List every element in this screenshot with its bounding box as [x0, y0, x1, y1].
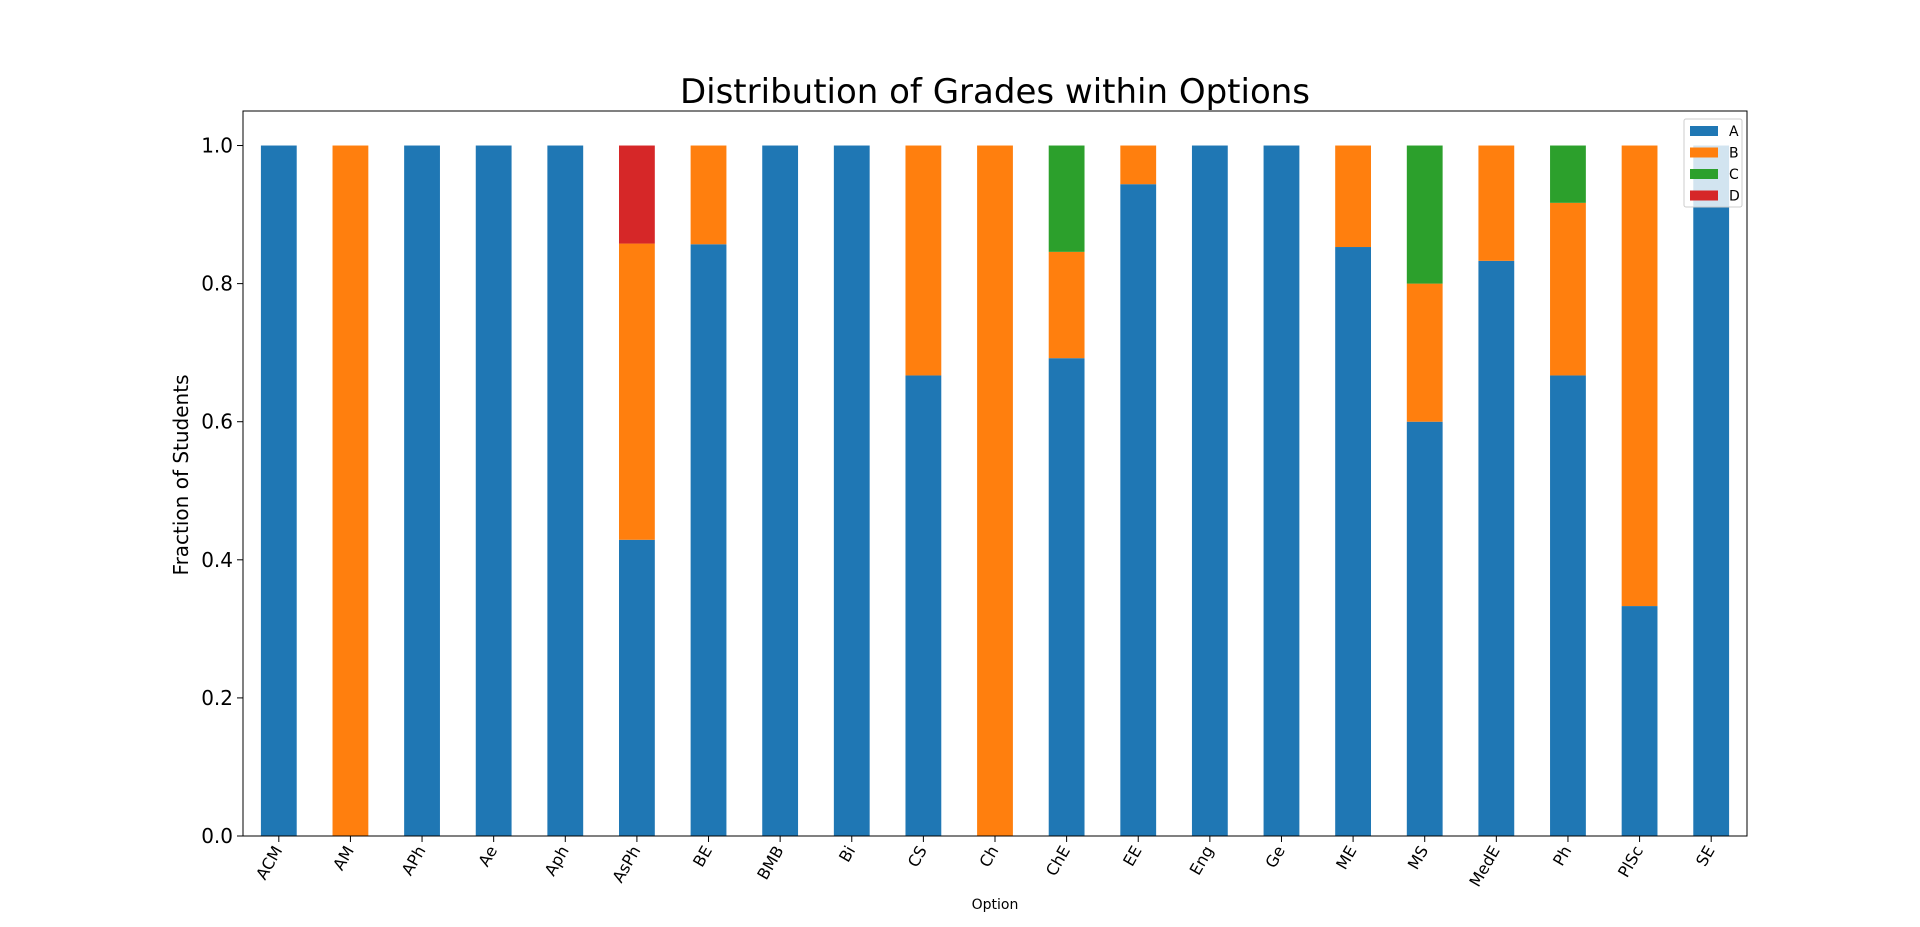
x-tick-label: SE [1692, 843, 1719, 870]
x-tick-label: Ph [1549, 843, 1575, 870]
y-axis-label: Fraction of Students [169, 375, 193, 576]
bar-ME-B [1335, 145, 1371, 248]
bar-Ch-B [977, 145, 1013, 836]
bar-AsPh-B [619, 243, 655, 540]
legend-box [1683, 118, 1743, 208]
bar-BE-B [690, 145, 727, 245]
x-tick-label: Ch [975, 843, 1002, 871]
x-axis-label: Option [972, 897, 1019, 913]
x-tick-label: ME [1332, 843, 1360, 873]
bar-APh-A [404, 145, 440, 836]
x-tick-label: APh [398, 843, 430, 879]
bar-MedE-A [1478, 260, 1515, 836]
x-tick-label: PlSc [1614, 843, 1647, 881]
x-tick-label: ACM [252, 843, 286, 883]
legend-label-C: C [1729, 167, 1739, 183]
bar-PlSc-A [1621, 606, 1658, 836]
bar-EE-A [1120, 184, 1157, 836]
x-tick-label: AM [329, 843, 358, 874]
legend-label-D: D [1729, 189, 1740, 205]
x-tick-label: BE [689, 843, 716, 871]
y-tick-label: 0.6 [201, 410, 233, 434]
bar-MS-A [1406, 421, 1443, 836]
bar-AM-B [332, 145, 369, 836]
y-tick-label: 0.0 [201, 824, 233, 848]
x-tick-label: CS [904, 843, 931, 871]
legend-label-A: A [1729, 124, 1739, 140]
y-tick-label: 1.0 [201, 134, 233, 158]
bar-Bi-A [833, 145, 870, 836]
bar-EE-B [1120, 145, 1157, 185]
x-tick-label: AsPh [608, 843, 644, 886]
x-tick-label: Aph [541, 843, 573, 880]
bar-Ph-A [1550, 375, 1586, 836]
legend-swatch-A [1690, 126, 1718, 136]
bar-ChE-B [1048, 251, 1085, 359]
x-tick-label: MS [1404, 843, 1432, 873]
bar-AsPh-D [619, 145, 655, 244]
chart-title: Distribution of Grades within Options [680, 72, 1310, 112]
bar-CS-A [905, 375, 942, 836]
bar-Ae-A [475, 145, 512, 836]
legend-swatch-C [1690, 169, 1718, 179]
legend-label-B: B [1729, 146, 1739, 162]
x-tick-label: Ae [474, 843, 501, 870]
x-tick-label: Eng [1186, 843, 1218, 879]
bar-Aph-A [547, 145, 584, 836]
bar-MedE-B [1478, 145, 1515, 261]
bar-BE-A [690, 244, 727, 836]
y-tick-label: 0.2 [201, 686, 233, 710]
x-tick-label: EE [1119, 843, 1146, 870]
bar-Ph-C [1550, 145, 1586, 203]
bar-PlSc-B [1621, 145, 1658, 607]
x-tick-label: Ge [1261, 843, 1289, 872]
bar-ChE-C [1048, 145, 1085, 252]
bar-Eng-A [1191, 145, 1228, 836]
bar-ME-A [1335, 247, 1371, 836]
bar-MS-B [1406, 283, 1443, 422]
x-tick-label: Bi [835, 843, 859, 866]
x-tick-label: BMB [753, 843, 787, 883]
bar-ACM-A [260, 145, 297, 836]
bar-CS-B [905, 145, 942, 376]
x-tick-label: MedE [1465, 843, 1503, 891]
bar-ChE-A [1048, 358, 1085, 836]
x-tick-label: ChE [1042, 843, 1074, 880]
y-tick-label: 0.8 [201, 272, 233, 296]
y-tick-label: 0.4 [201, 548, 233, 572]
bar-BMB-A [762, 145, 799, 836]
bar-Ph-B [1550, 202, 1586, 376]
bar-AsPh-A [619, 539, 655, 836]
bar-Ge-A [1263, 145, 1300, 836]
legend-swatch-D [1690, 190, 1718, 201]
bar-SE-A [1693, 145, 1730, 836]
legend-swatch-B [1690, 147, 1718, 158]
bar-MS-C [1406, 145, 1443, 284]
